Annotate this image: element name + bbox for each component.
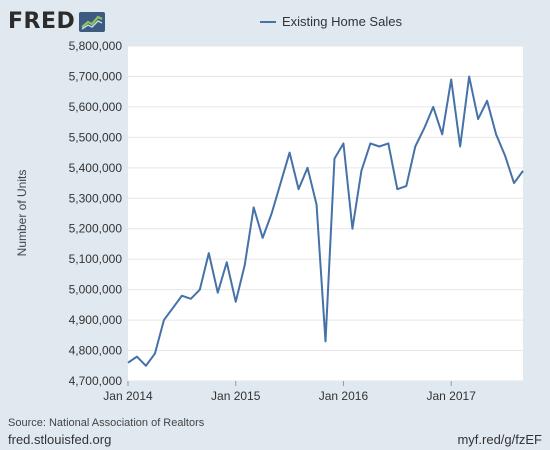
short-url-link[interactable]: myf.red/g/fzEF bbox=[457, 432, 542, 447]
y-tick-label: 5,100,000 bbox=[69, 252, 123, 266]
data-point[interactable] bbox=[169, 304, 177, 312]
data-point[interactable] bbox=[474, 115, 482, 123]
data-point[interactable] bbox=[483, 97, 491, 105]
y-tick-label: 5,800,000 bbox=[69, 39, 123, 53]
chart-trend-icon bbox=[79, 12, 106, 32]
data-point[interactable] bbox=[330, 155, 338, 163]
y-tick-label: 5,400,000 bbox=[69, 161, 123, 175]
data-point[interactable] bbox=[250, 203, 258, 211]
y-tick-label: 5,500,000 bbox=[69, 130, 123, 144]
data-point[interactable] bbox=[142, 362, 150, 370]
fred-logo-text: FRED bbox=[8, 9, 76, 34]
data-point[interactable] bbox=[178, 292, 186, 300]
data-point[interactable] bbox=[429, 103, 437, 111]
data-point[interactable] bbox=[259, 234, 267, 242]
data-point[interactable] bbox=[402, 182, 410, 190]
data-point[interactable] bbox=[501, 152, 509, 160]
x-tick-label: Jan 2016 bbox=[319, 389, 369, 403]
legend-label: Existing Home Sales bbox=[282, 14, 402, 29]
site-link[interactable]: fred.stlouisfed.org bbox=[8, 432, 112, 447]
x-tick-label: Jan 2017 bbox=[426, 389, 476, 403]
data-point[interactable] bbox=[393, 185, 401, 193]
y-tick-label: 5,300,000 bbox=[69, 191, 123, 205]
source-note: Source: National Association of Realtors bbox=[8, 417, 205, 429]
y-tick-label: 5,700,000 bbox=[69, 69, 123, 83]
data-point[interactable] bbox=[286, 149, 294, 157]
data-point[interactable] bbox=[322, 337, 330, 345]
data-point[interactable] bbox=[205, 249, 213, 257]
data-point[interactable] bbox=[465, 72, 473, 80]
data-point[interactable] bbox=[151, 350, 159, 358]
y-tick-label: 5,600,000 bbox=[69, 100, 123, 114]
data-point[interactable] bbox=[411, 143, 419, 151]
data-point[interactable] bbox=[339, 139, 347, 147]
chart-legend: Existing Home Sales bbox=[260, 14, 402, 29]
data-point[interactable] bbox=[420, 124, 428, 132]
data-point[interactable] bbox=[232, 298, 240, 306]
data-point[interactable] bbox=[357, 167, 365, 175]
y-tick-label: 5,000,000 bbox=[69, 283, 123, 297]
data-point[interactable] bbox=[366, 139, 374, 147]
data-point[interactable] bbox=[214, 289, 222, 297]
data-point[interactable] bbox=[384, 139, 392, 147]
data-point[interactable] bbox=[196, 286, 204, 294]
data-point[interactable] bbox=[510, 179, 518, 187]
data-point[interactable] bbox=[519, 167, 527, 175]
x-tick-label: Jan 2015 bbox=[211, 389, 261, 403]
data-point[interactable] bbox=[277, 179, 285, 187]
legend-swatch bbox=[260, 20, 276, 23]
y-tick-label: 4,700,000 bbox=[69, 374, 123, 388]
y-tick-label: 4,800,000 bbox=[69, 344, 123, 358]
y-axis-label: Number of Units bbox=[15, 170, 29, 257]
x-tick-label: Jan 2014 bbox=[103, 389, 153, 403]
data-point[interactable] bbox=[492, 130, 500, 138]
data-point[interactable] bbox=[124, 359, 132, 367]
data-point[interactable] bbox=[223, 258, 231, 266]
y-tick-label: 4,900,000 bbox=[69, 313, 123, 327]
data-point[interactable] bbox=[447, 76, 455, 84]
data-point[interactable] bbox=[313, 200, 321, 208]
data-point[interactable] bbox=[348, 225, 356, 233]
data-point[interactable] bbox=[295, 185, 303, 193]
series-line-existing-home-sales bbox=[127, 75, 524, 367]
data-point[interactable] bbox=[438, 130, 446, 138]
fred-logo: FRED bbox=[8, 8, 106, 36]
data-point[interactable] bbox=[187, 295, 195, 303]
data-point[interactable] bbox=[133, 353, 141, 361]
data-point[interactable] bbox=[160, 316, 168, 324]
data-point[interactable] bbox=[375, 143, 383, 151]
data-point[interactable] bbox=[241, 261, 249, 269]
y-tick-label: 5,200,000 bbox=[69, 222, 123, 236]
data-point[interactable] bbox=[304, 164, 312, 172]
data-point[interactable] bbox=[456, 143, 464, 151]
data-point[interactable] bbox=[268, 210, 276, 218]
